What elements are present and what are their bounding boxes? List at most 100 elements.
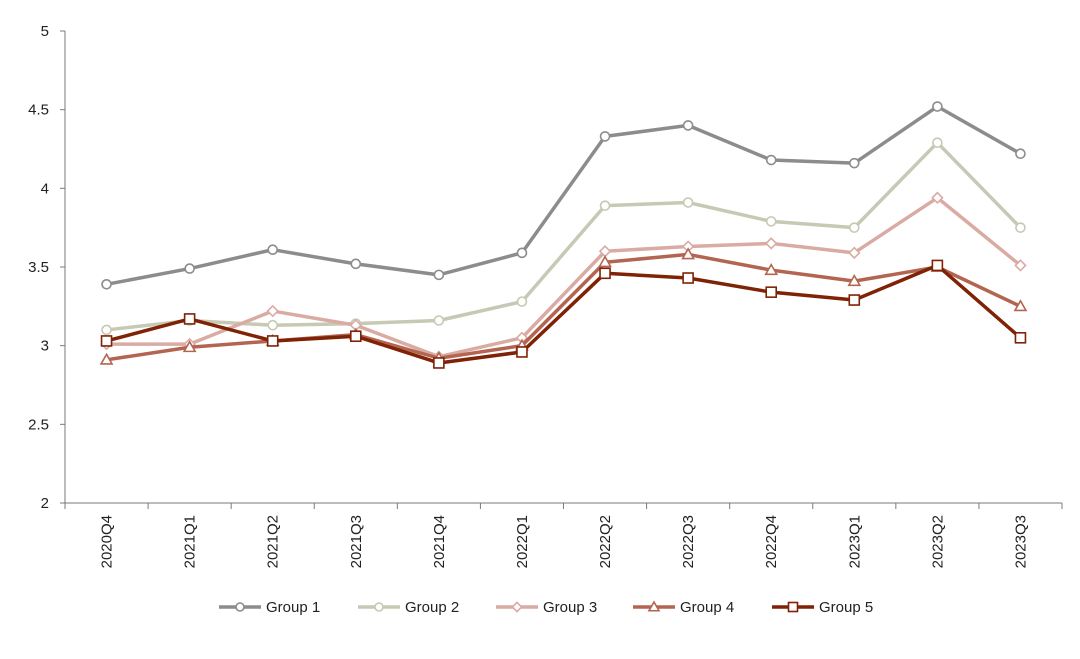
data-point (511, 601, 523, 613)
data-point (599, 267, 611, 280)
data-point (1013, 299, 1028, 312)
x-tick: 2022Q2 (597, 515, 614, 568)
y-tick-label: 5 (41, 23, 49, 40)
series-line (104, 140, 1023, 332)
x-tick-label: 2023Q2 (929, 515, 946, 568)
data-point (433, 315, 445, 326)
data-point (848, 294, 861, 306)
x-axis: 2020Q4 2021Q1 2021Q2 2021Q3 2021Q4 2022Q1 2022… (64, 502, 1063, 568)
data-point (765, 216, 777, 227)
x-tick-label: 2022Q4 (763, 515, 780, 568)
data-point (516, 346, 528, 358)
x-tick: 2021Q3 (348, 515, 365, 568)
legend-item: Group 2 (358, 599, 459, 616)
data-point (101, 324, 112, 336)
x-tick-label: 2022Q2 (597, 515, 614, 568)
data-point (516, 247, 528, 259)
x-tick: 2022Q4 (763, 515, 780, 568)
data-point (764, 263, 779, 276)
data-point (183, 313, 196, 325)
series-1 (101, 101, 1026, 290)
data-point (682, 120, 694, 131)
y-tick-label: 3 (41, 338, 49, 355)
legend-label: Group 4 (680, 599, 734, 616)
series-line (104, 263, 1023, 365)
data-point (765, 286, 778, 298)
x-tick: 2021Q4 (431, 515, 448, 568)
data-point (349, 330, 362, 343)
y-tick: 5 (41, 23, 65, 40)
y-tick-label: 4 (41, 180, 49, 197)
data-point (848, 157, 860, 169)
data-point (101, 279, 112, 290)
y-tick: 2 (41, 495, 65, 512)
y-tick-label: 2.5 (28, 416, 49, 433)
data-point (848, 222, 860, 233)
data-point (1015, 148, 1026, 160)
legend-label: Group 5 (819, 599, 873, 616)
y-axis: 2 2.5 3 3.5 4 4.5 5 (28, 23, 66, 512)
series-4 (99, 247, 1028, 365)
data-point (266, 335, 279, 347)
legend-label: Group 2 (405, 599, 459, 616)
data-point (350, 258, 362, 270)
legend-item: Group 5 (772, 599, 873, 616)
data-point (932, 101, 943, 112)
data-point (681, 247, 696, 260)
x-tick: 2021Q2 (265, 515, 282, 568)
data-point (932, 137, 943, 149)
x-tick-label: 2023Q3 (1012, 515, 1029, 568)
y-tick-label: 3.5 (28, 259, 49, 276)
y-tick-label: 2 (41, 495, 49, 512)
data-point (599, 131, 611, 142)
series-line (104, 104, 1023, 287)
x-tick-label: 2021Q4 (431, 515, 448, 568)
data-point (267, 319, 279, 331)
data-point (682, 197, 694, 208)
legend-item: Group 4 (633, 599, 734, 616)
data-point (787, 601, 799, 613)
y-tick: 2.5 (28, 416, 65, 433)
data-point (235, 602, 245, 612)
data-point (598, 255, 612, 268)
data-point (433, 269, 445, 281)
y-tick: 3 (41, 338, 65, 355)
x-tick-label: 2022Q1 (514, 515, 531, 568)
x-tick: 2021Q1 (182, 515, 199, 568)
data-point (599, 200, 611, 211)
y-tick-label: 4.5 (28, 102, 49, 119)
x-tick: 2022Q3 (680, 515, 697, 568)
data-point (1014, 259, 1027, 272)
legend: Group 1 Group 2 Group 3 Group 4 Group 5 (219, 599, 873, 616)
x-tick: 2023Q1 (846, 515, 863, 568)
legend-label: Group 3 (543, 599, 597, 616)
data-point (765, 154, 777, 166)
x-tick-label: 2021Q3 (348, 515, 365, 568)
x-tick-label: 2021Q1 (182, 515, 199, 568)
y-tick: 4.5 (28, 102, 65, 119)
x-tick: 2020Q4 (99, 515, 116, 568)
y-tick: 3.5 (28, 259, 65, 276)
data-point (99, 352, 114, 365)
x-tick-label: 2021Q2 (265, 515, 282, 568)
data-point (182, 340, 197, 353)
legend-item: Group 3 (496, 599, 597, 616)
data-point (647, 600, 661, 612)
data-point (931, 259, 944, 272)
data-point (848, 246, 861, 260)
series-5 (100, 259, 1027, 369)
x-tick: 2023Q3 (1012, 515, 1029, 568)
data-point (100, 335, 113, 347)
x-tick-label: 2020Q4 (99, 515, 116, 568)
data-point (1014, 331, 1027, 344)
data-point (516, 296, 528, 307)
series-line (104, 252, 1023, 362)
series-line (104, 196, 1023, 359)
legend-item: Group 1 (219, 599, 320, 616)
data-point (1015, 222, 1026, 233)
data-point (931, 191, 944, 205)
data-point (764, 237, 778, 250)
data-point (266, 304, 279, 318)
plot-area (99, 101, 1028, 369)
data-point (267, 244, 279, 255)
